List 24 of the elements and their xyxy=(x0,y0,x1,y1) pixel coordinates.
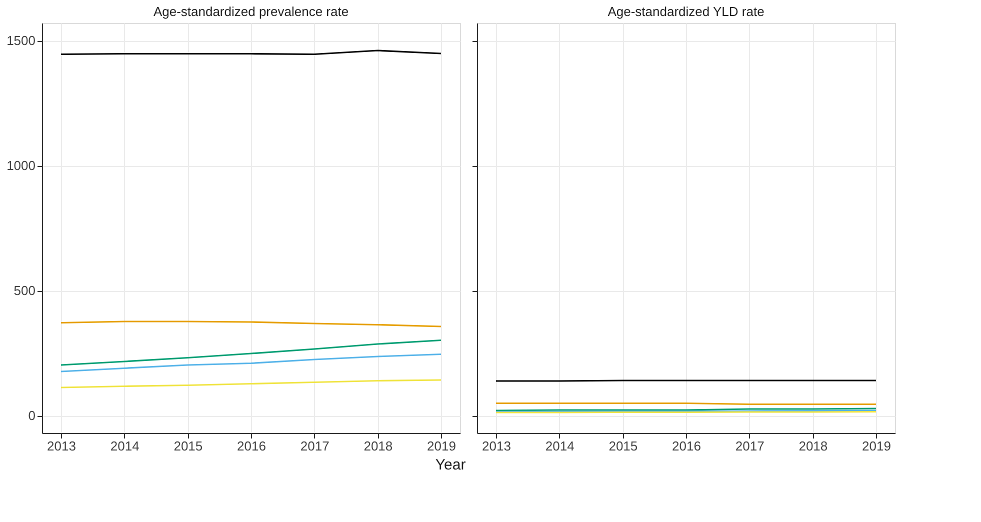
x-tick-label: 2019 xyxy=(862,438,891,454)
y-tick-label: 0 xyxy=(28,408,36,423)
x-axis-title: Year xyxy=(435,456,466,474)
line-series xyxy=(60,379,442,388)
x-tick-label: 2015 xyxy=(608,438,638,454)
y-tick-label: 1500 xyxy=(6,33,36,48)
y-tick-label: 1000 xyxy=(6,158,36,173)
chart-title: Age-standardized YLD rate xyxy=(608,4,764,19)
y-tick-label: 500 xyxy=(14,283,36,298)
x-tick-label: 2017 xyxy=(735,438,764,454)
x-tick-label: 2016 xyxy=(237,438,266,454)
x-tick-label: 2013 xyxy=(482,438,511,454)
x-tick-label: 2016 xyxy=(672,438,701,454)
x-tick-label: 2015 xyxy=(174,438,203,454)
x-tick-label: 2014 xyxy=(545,438,574,454)
line-series xyxy=(60,353,442,372)
line-series xyxy=(60,339,442,366)
x-tick-label: 2019 xyxy=(427,438,456,454)
x-tick-label: 2013 xyxy=(47,438,76,454)
x-tick-label: 2017 xyxy=(300,438,330,454)
chart-title: Age-standardized prevalence rate xyxy=(153,4,349,19)
x-tick-label: 2014 xyxy=(110,438,140,454)
x-tick-label: 2018 xyxy=(364,438,393,454)
x-tick-label: 2018 xyxy=(798,438,828,454)
